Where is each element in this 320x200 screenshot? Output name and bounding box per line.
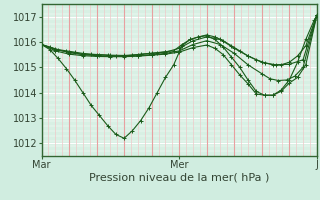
- X-axis label: Pression niveau de la mer( hPa ): Pression niveau de la mer( hPa ): [89, 173, 269, 183]
